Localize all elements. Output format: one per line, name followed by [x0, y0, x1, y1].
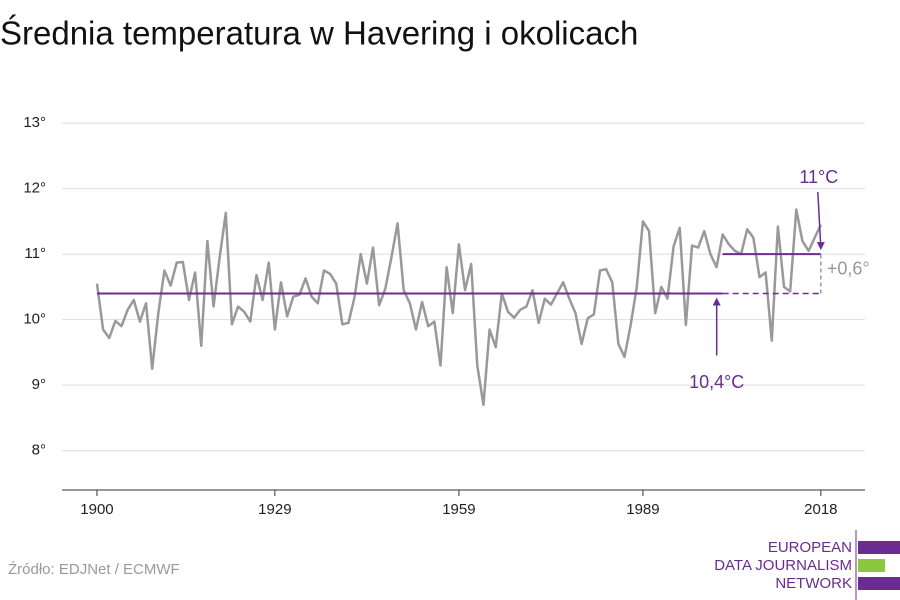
arrow-head [816, 242, 825, 251]
baseline-label: 10,4°C [689, 372, 744, 392]
arrow-head [712, 297, 721, 306]
y-tick-label: 13° [23, 114, 46, 131]
x-tick-label: 1900 [80, 501, 113, 518]
logo: EUROPEAN DATA JOURNALISM NETWORK [714, 530, 900, 600]
y-tick-label: 10° [23, 311, 46, 328]
x-tick-label: 1959 [442, 501, 475, 518]
logo-bar [858, 559, 885, 572]
logo-text: EUROPEAN [768, 539, 852, 556]
source: Źródło: EDJNet / ECMWF [8, 561, 180, 578]
temperature-line [95, 208, 822, 407]
y-tick-label: 12° [23, 180, 46, 197]
logo-bar [858, 541, 900, 554]
y-tick-label: 11° [24, 245, 46, 262]
logo-bar [858, 577, 900, 590]
chart-title: Średnia temperatura w Havering i okolica… [0, 14, 638, 52]
arrow [817, 192, 822, 249]
logo-text: DATA JOURNALISM [714, 557, 852, 574]
x-tick-label: 2018 [804, 501, 837, 518]
difference-label: +0,6° [827, 259, 870, 279]
logo-text: NETWORK [775, 575, 852, 592]
x-tick-label: 1989 [626, 501, 659, 518]
y-tick-label: 8° [32, 442, 46, 459]
x-tick-label: 1929 [258, 501, 291, 518]
recent-label: 11°C [799, 167, 838, 187]
y-tick-label: 9° [32, 376, 46, 393]
